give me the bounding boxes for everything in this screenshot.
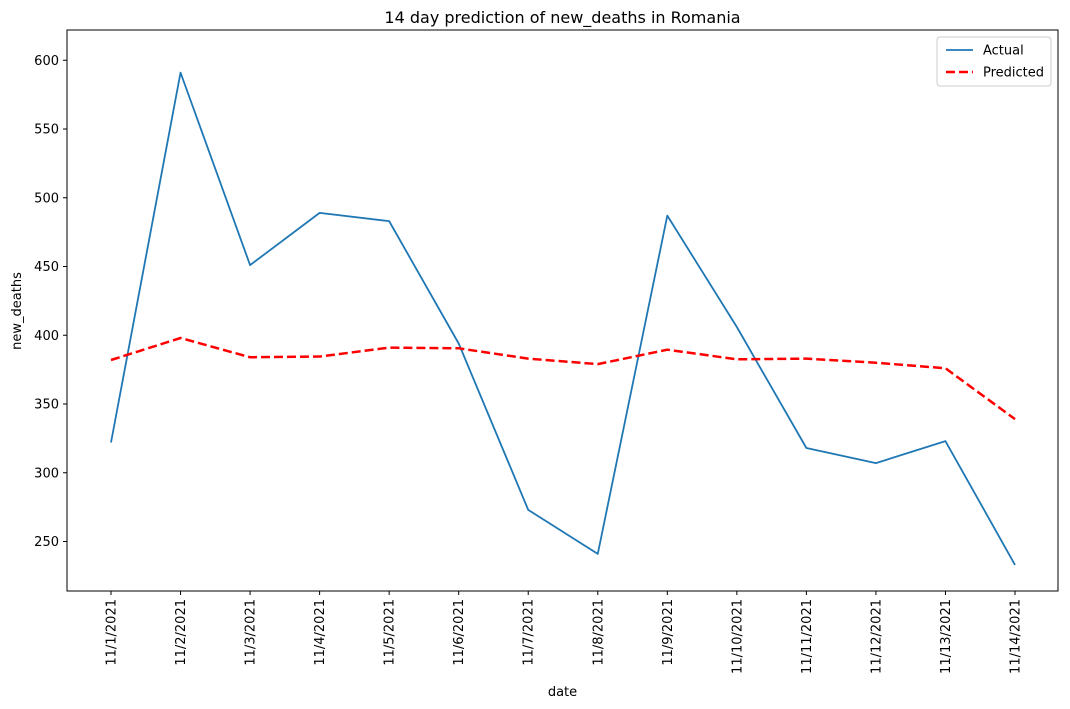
x-tick-label: 11/7/2021 xyxy=(522,599,537,666)
y-tick-label: 250 xyxy=(34,535,59,550)
series-line-predicted xyxy=(110,336,1016,421)
x-tick-label: 11/10/2021 xyxy=(730,599,745,674)
x-tick-label: 11/11/2021 xyxy=(800,599,815,674)
legend: Actual Predicted xyxy=(936,36,1052,87)
y-tick-label: 300 xyxy=(34,466,59,481)
y-axis: 250 300 350 400 450 500 550 600 xyxy=(34,54,67,550)
x-tick-label: 11/8/2021 xyxy=(591,599,606,666)
x-tick-label: 11/13/2021 xyxy=(939,599,954,674)
x-tick-label: 11/9/2021 xyxy=(661,599,676,666)
y-tick-label: 500 xyxy=(34,191,59,206)
x-axis: 11/1/2021 11/2/2021 11/3/2021 11/4/2021 11/5… xyxy=(105,591,1024,674)
series-line-actual xyxy=(110,71,1016,566)
x-tick-label: 11/6/2021 xyxy=(452,599,467,666)
y-tick-label: 600 xyxy=(34,54,59,69)
y-tick-label: 450 xyxy=(34,260,59,275)
series-layer xyxy=(110,71,1016,566)
x-tick-label: 11/4/2021 xyxy=(313,599,328,666)
plot-area xyxy=(66,29,1059,592)
y-tick-label: 350 xyxy=(34,398,59,413)
y-tick-label: 550 xyxy=(34,123,59,138)
y-axis-label: new_deaths xyxy=(10,272,25,350)
x-axis-label: date xyxy=(548,685,577,700)
x-tick-label: 11/3/2021 xyxy=(244,599,259,666)
legend-label-predicted: Predicted xyxy=(983,66,1044,81)
x-tick-label: 11/2/2021 xyxy=(174,599,189,666)
x-tick-label: 11/5/2021 xyxy=(383,599,398,666)
x-tick-label: 11/1/2021 xyxy=(105,599,120,666)
legend-label-actual: Actual xyxy=(983,44,1024,59)
y-tick-label: 400 xyxy=(34,329,59,344)
chart-title: 14 day prediction of new_deaths in Roman… xyxy=(384,8,740,28)
x-tick-label: 11/12/2021 xyxy=(869,599,884,674)
x-tick-label: 11/14/2021 xyxy=(1009,599,1024,674)
